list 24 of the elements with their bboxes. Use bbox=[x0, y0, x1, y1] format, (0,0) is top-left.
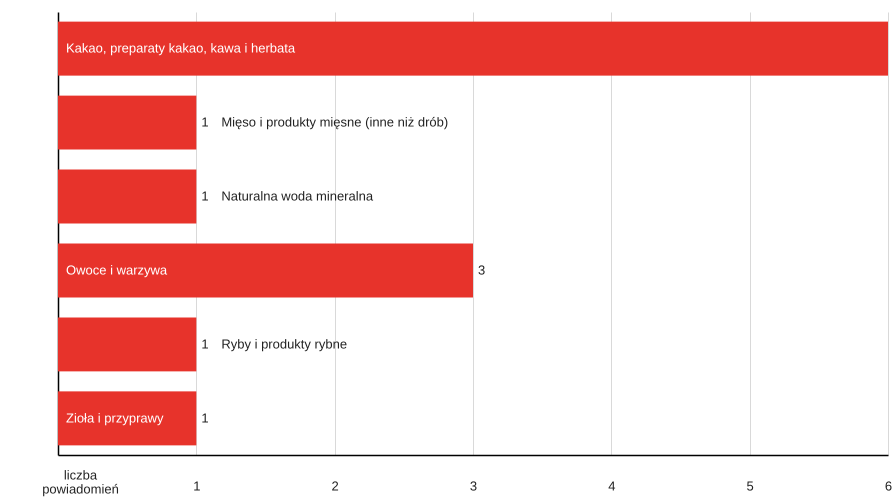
bar bbox=[58, 170, 196, 224]
x-tick-label: 6 bbox=[884, 478, 892, 494]
bar bbox=[58, 22, 888, 76]
x-tick-label: 2 bbox=[332, 478, 339, 494]
data-label: 1 bbox=[201, 188, 209, 204]
data-label: 3 bbox=[478, 262, 486, 278]
y-tick-label: Naturalna woda mineralna bbox=[221, 188, 374, 204]
y-tick-label: Zioła i przyprawy bbox=[66, 410, 164, 426]
x-tick-label: 1 bbox=[193, 478, 200, 494]
x-tick-label: 3 bbox=[470, 478, 478, 494]
y-tick-label: Ryby i produkty rybne bbox=[221, 336, 348, 352]
x-tick-label: 4 bbox=[608, 478, 616, 494]
bar bbox=[58, 317, 196, 372]
data-label: 1 bbox=[201, 336, 209, 352]
bar bbox=[58, 391, 196, 446]
y-tick-label: Kakao, preparaty kakao, kawa i herbata bbox=[66, 40, 296, 56]
data-label: 1 bbox=[201, 410, 209, 426]
y-tick-label: Owoce i warzywa bbox=[66, 262, 168, 278]
bar bbox=[58, 243, 473, 298]
x-tick-label: 5 bbox=[746, 478, 754, 494]
bar bbox=[58, 96, 196, 150]
x-axis-title: liczba powiadomień bbox=[42, 468, 119, 496]
y-tick-label: Mięso i produkty mięsne (inne niż drób) bbox=[221, 114, 448, 130]
data-label: 1 bbox=[201, 114, 209, 130]
